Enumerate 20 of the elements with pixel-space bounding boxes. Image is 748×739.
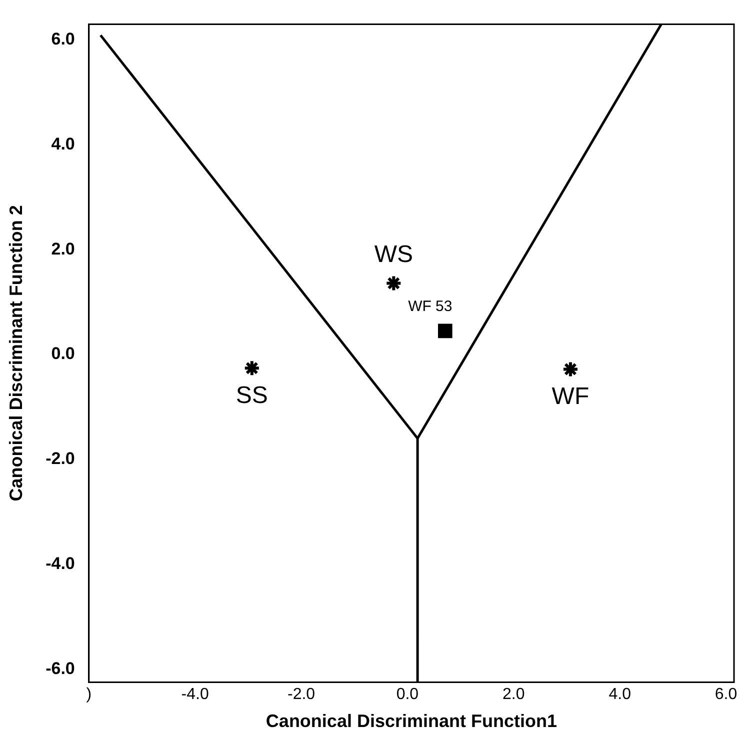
annotation: WF 53 [408, 298, 452, 316]
y-tick-label: 4.0 [51, 134, 75, 154]
x-tick-label: ) [86, 686, 92, 704]
annotation: WF [552, 382, 590, 410]
y-tick-label: 0.0 [51, 344, 75, 364]
x-tick-label: 0.0 [396, 686, 419, 704]
x-tick-label: 2.0 [502, 686, 525, 704]
y-tick-label: -2.0 [46, 449, 75, 468]
x-tick-label: -2.0 [287, 686, 316, 704]
y-tick-label: -6.0 [46, 658, 75, 678]
y-axis-title: Canonical Discriminant Function 2 [6, 205, 26, 502]
annotation: WS [374, 240, 413, 268]
y-tick-label: 6.0 [51, 30, 75, 49]
y-tick-label: -4.0 [46, 554, 75, 573]
x-axis-title: Canonical Discriminant Function1 [266, 711, 557, 732]
x-tick-label: 6.0 [714, 686, 738, 704]
x-tick-label: 4.0 [608, 686, 632, 704]
x-tick-label: -4.0 [181, 686, 209, 704]
y-tick-label: 2.0 [51, 239, 75, 258]
annotation: SS [236, 382, 268, 409]
